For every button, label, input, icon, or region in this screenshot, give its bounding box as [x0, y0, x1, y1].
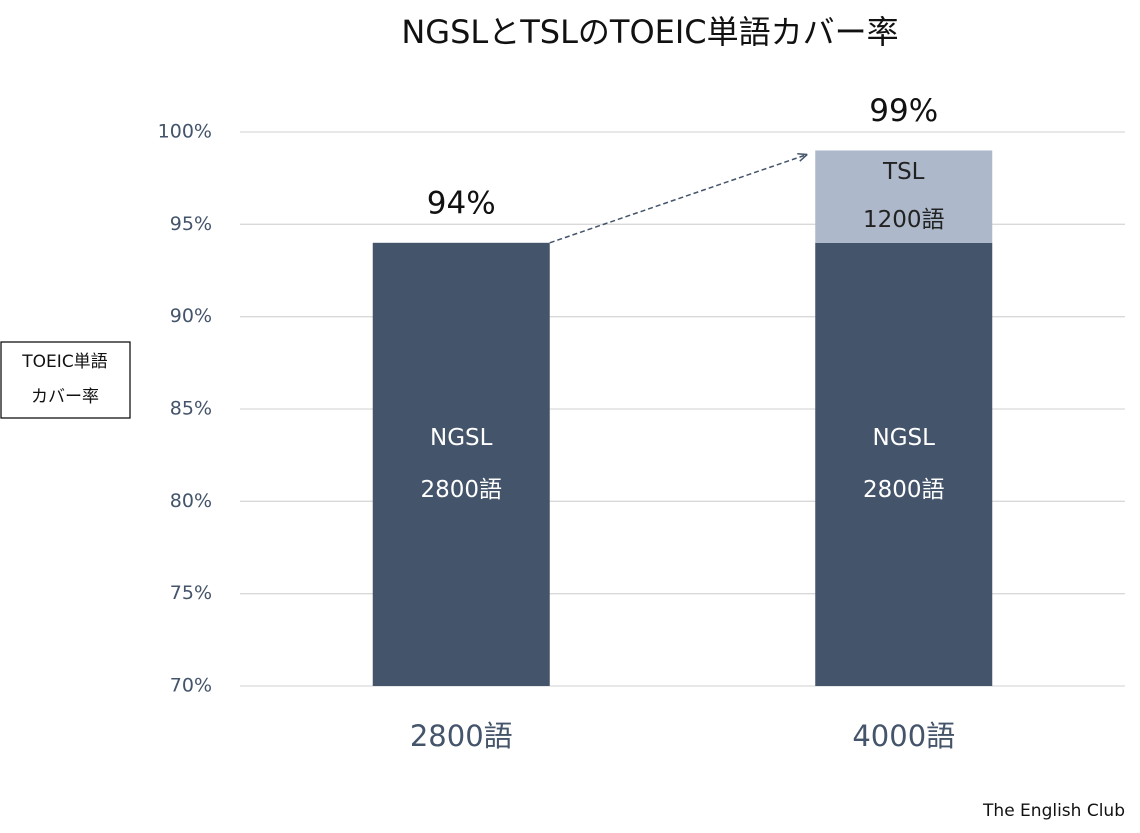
segment-label: 1200語 [863, 207, 945, 233]
y-tick-label: 95% [170, 213, 212, 235]
arrow-line [549, 153, 808, 244]
y-axis-label: カバー率 [31, 387, 99, 407]
y-label-box [0, 341, 131, 419]
y-axis-label: TOEIC単語 [21, 352, 107, 372]
y-tick-label: 85% [170, 398, 212, 420]
y-tick-label: 70% [170, 675, 212, 697]
y-tick-label: 100% [158, 121, 212, 143]
arrow-head [797, 153, 808, 162]
total-label: 94% [427, 185, 496, 221]
segment-label: 2800語 [420, 477, 502, 503]
x-tick-label: 4000語 [852, 719, 955, 753]
x-tick-label: 2800語 [410, 719, 513, 753]
bar-segment [815, 150, 993, 243]
segment-name: NGSL [873, 425, 936, 451]
segment-name: NGSL [430, 425, 493, 451]
y-tick-label: 90% [170, 305, 212, 327]
source: The English Club [982, 801, 1125, 821]
bar-segment [372, 242, 550, 687]
y-tick-label: 75% [170, 582, 212, 604]
y-tick-label: 80% [170, 490, 212, 512]
segment-label: 2800語 [863, 477, 945, 503]
total-label: 99% [869, 93, 938, 129]
chart-title: NGSLとTSLのTOEIC単語カバー率 [401, 13, 898, 51]
bar-segment [815, 242, 993, 687]
segment-name: TSL [882, 159, 925, 185]
